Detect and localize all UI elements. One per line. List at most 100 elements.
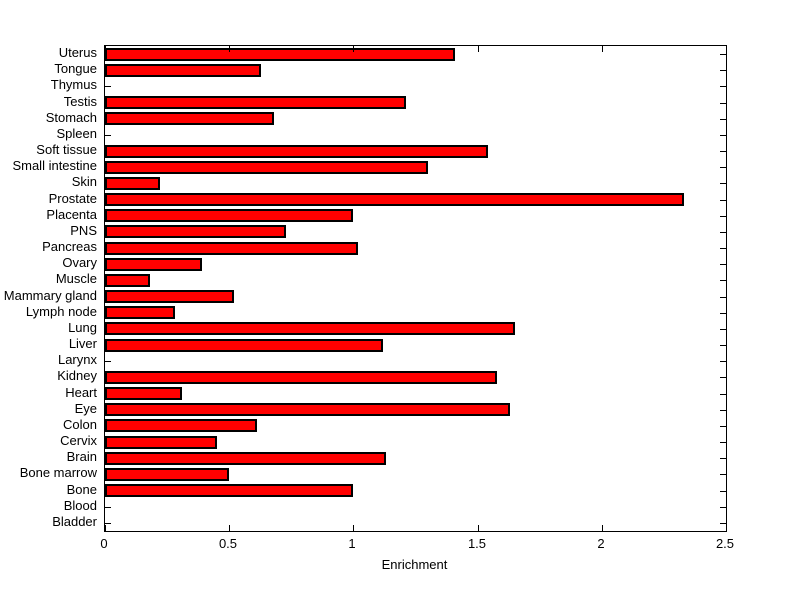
bar-testis	[105, 96, 406, 109]
y-tick-right	[720, 200, 726, 201]
x-tick-label-2: 2	[597, 536, 605, 551]
y-tick-left	[105, 86, 111, 87]
bar-uterus	[105, 48, 455, 61]
y-tick-right	[720, 394, 726, 395]
category-label-uterus: Uterus	[58, 45, 97, 60]
category-label-ovary: Ovary	[62, 255, 97, 270]
y-tick-right	[720, 232, 726, 233]
y-tick-right	[720, 361, 726, 362]
bar-prostate	[105, 193, 684, 206]
category-label-bone: Bone	[66, 482, 97, 497]
x-tick-bottom	[229, 525, 230, 531]
y-tick-right	[720, 70, 726, 71]
x-tick-top	[478, 46, 479, 52]
y-tick-right	[720, 86, 726, 87]
bar-pancreas	[105, 242, 358, 255]
bar-pns	[105, 225, 286, 238]
category-label-muscle: Muscle	[55, 271, 97, 286]
x-tick-bottom	[478, 525, 479, 531]
y-tick-right	[720, 523, 726, 524]
category-label-heart: Heart	[65, 385, 97, 400]
y-tick-right	[720, 345, 726, 346]
x-tick-top	[105, 46, 106, 52]
x-tick-bottom	[353, 525, 354, 531]
bar-lymph-node	[105, 306, 175, 319]
category-label-bladder: Bladder	[52, 514, 97, 529]
bar-cervix	[105, 436, 217, 449]
category-label-brain: Brain	[66, 449, 97, 464]
x-tick-top	[229, 46, 230, 52]
y-tick-right	[720, 264, 726, 265]
y-tick-left	[105, 361, 111, 362]
x-tick-top	[726, 46, 727, 52]
y-tick-right	[720, 248, 726, 249]
x-tick-label-0.5: 0.5	[218, 536, 238, 551]
y-tick-right	[720, 151, 726, 152]
category-label-skin: Skin	[71, 174, 97, 189]
x-tick-bottom	[726, 525, 727, 531]
y-tick-right	[720, 313, 726, 314]
bar-liver	[105, 339, 383, 352]
bar-bone	[105, 484, 353, 497]
bar-mammary-gland	[105, 290, 234, 303]
bar-soft-tissue	[105, 145, 488, 158]
category-label-kidney: Kidney	[57, 368, 97, 383]
bar-eye	[105, 403, 510, 416]
y-tick-right	[720, 491, 726, 492]
category-label-small-intestine: Small intestine	[12, 158, 97, 173]
bar-placenta	[105, 209, 353, 222]
category-label-placenta: Placenta	[46, 207, 97, 222]
bar-kidney	[105, 371, 497, 384]
bar-bone-marrow	[105, 468, 229, 481]
bar-tongue	[105, 64, 261, 77]
y-tick-right	[720, 442, 726, 443]
category-label-blood: Blood	[63, 498, 97, 513]
category-label-bone-marrow: Bone marrow	[19, 465, 97, 480]
category-label-stomach: Stomach	[45, 110, 97, 125]
y-tick-right	[720, 329, 726, 330]
category-label-tongue: Tongue	[54, 61, 97, 76]
y-tick-right	[720, 54, 726, 55]
bar-skin	[105, 177, 160, 190]
y-tick-left	[105, 523, 111, 524]
category-label-soft-tissue: Soft tissue	[36, 142, 97, 157]
bar-colon	[105, 419, 257, 432]
category-label-cervix: Cervix	[60, 433, 97, 448]
plot-area	[104, 45, 727, 532]
y-tick-left	[105, 507, 111, 508]
bar-heart	[105, 387, 182, 400]
bar-lung	[105, 322, 515, 335]
bar-muscle	[105, 274, 150, 287]
y-tick-right	[720, 474, 726, 475]
category-label-lung: Lung	[68, 320, 97, 335]
category-label-spleen: Spleen	[56, 126, 97, 141]
y-tick-left	[105, 135, 111, 136]
category-label-testis: Testis	[63, 94, 97, 109]
bar-brain	[105, 452, 386, 465]
x-tick-top	[602, 46, 603, 52]
category-label-thymus: Thymus	[50, 77, 97, 92]
y-tick-right	[720, 426, 726, 427]
category-label-mammary-gland: Mammary gland	[3, 288, 97, 303]
y-tick-right	[720, 119, 726, 120]
y-tick-right	[720, 280, 726, 281]
x-tick-label-2.5: 2.5	[715, 536, 735, 551]
x-tick-label-0: 0	[100, 536, 108, 551]
bar-stomach	[105, 112, 274, 125]
bar-ovary	[105, 258, 202, 271]
category-label-eye: Eye	[74, 401, 97, 416]
y-tick-right	[720, 216, 726, 217]
x-tick-bottom	[602, 525, 603, 531]
y-tick-right	[720, 103, 726, 104]
y-tick-right	[720, 377, 726, 378]
y-tick-right	[720, 458, 726, 459]
y-tick-right	[720, 183, 726, 184]
category-label-colon: Colon	[63, 417, 97, 432]
y-tick-right	[720, 135, 726, 136]
x-tick-bottom	[105, 525, 106, 531]
x-tick-label-1: 1	[348, 536, 356, 551]
category-label-lymph-node: Lymph node	[25, 304, 97, 319]
y-tick-right	[720, 167, 726, 168]
y-tick-right	[720, 507, 726, 508]
